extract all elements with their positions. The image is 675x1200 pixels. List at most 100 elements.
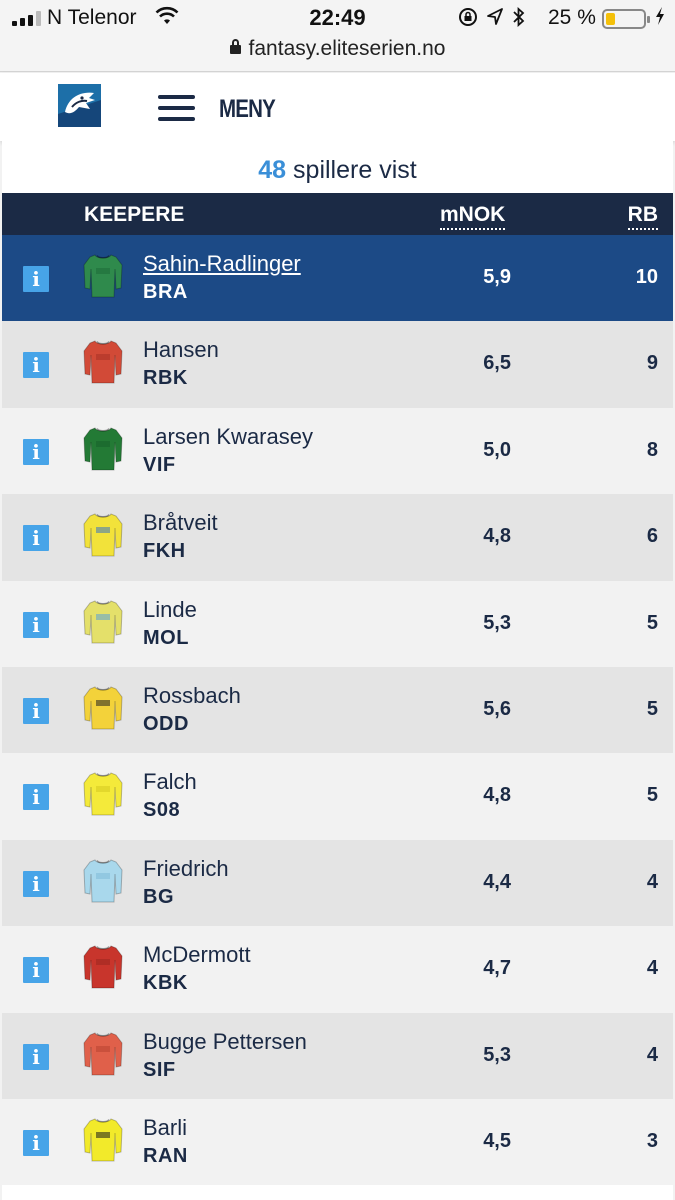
info-icon[interactable]: i (23, 870, 49, 897)
wifi-icon (155, 6, 179, 32)
location-icon (486, 7, 504, 33)
player-price: 5,6 (483, 697, 511, 720)
player-row[interactable]: i Friedrich BG 4,4 4 (2, 839, 673, 927)
goalkeeper-shirt-icon (81, 770, 125, 818)
hamburger-menu-icon[interactable] (158, 95, 195, 121)
player-price: 5,3 (483, 1043, 511, 1066)
player-row[interactable]: i Linde MOL 5,3 5 (2, 580, 673, 667)
carrier-name: N Telenor (47, 6, 137, 29)
player-row[interactable]: i Bråtveit FKH 4,8 6 (2, 494, 673, 581)
goalkeeper-shirt-icon (81, 425, 125, 473)
goalkeeper-shirt-icon (81, 1030, 125, 1078)
player-price: 4,4 (483, 870, 511, 893)
player-points: 5 (646, 784, 658, 807)
player-points: 6 (646, 525, 658, 548)
lock-icon (229, 39, 241, 54)
position-header: KEEPERE (84, 203, 185, 226)
info-icon[interactable]: i (23, 525, 49, 552)
menu-button[interactable]: MENY (219, 95, 276, 123)
player-team: SIF (143, 1058, 176, 1081)
player-name[interactable]: Hansen (143, 337, 219, 363)
status-bar: N Telenor 22:49 25 % (0, 0, 675, 36)
player-name[interactable]: Sahin-Radlinger (143, 251, 301, 276)
player-name[interactable]: Barli (143, 1114, 188, 1140)
player-price: 4,7 (483, 957, 511, 980)
player-price: 6,5 (483, 352, 511, 375)
player-points: 5 (646, 611, 658, 634)
player-row[interactable]: i Barli RAN 4,5 3 (2, 1098, 673, 1186)
player-team: ODD (143, 712, 189, 735)
player-name[interactable]: Larsen Kwarasey (143, 423, 313, 449)
info-icon[interactable]: i (23, 1043, 49, 1070)
player-name[interactable]: Bråtveit (143, 510, 218, 536)
goalkeeper-shirt-icon (81, 684, 125, 732)
player-price: 4,8 (483, 784, 511, 807)
goalkeeper-shirt-icon (81, 1116, 125, 1164)
player-team: MOL (143, 626, 189, 649)
goalkeeper-shirt-icon (81, 511, 125, 559)
player-count-label: spillere vist (293, 156, 417, 184)
info-icon[interactable]: i (23, 611, 49, 638)
eliteserien-logo[interactable] (58, 84, 101, 127)
player-team: BG (143, 885, 174, 908)
player-points: 5 (646, 697, 658, 720)
player-points: 4 (646, 957, 658, 980)
player-team: RAN (143, 1144, 188, 1167)
player-team: VIF (143, 453, 176, 476)
orientation-lock-icon (458, 7, 478, 33)
info-icon[interactable]: i (23, 957, 49, 984)
player-price: 4,8 (483, 525, 511, 548)
player-team: BRA (143, 281, 188, 303)
player-list-panel: 48 spillere vist KEEPERE mNOK RB i Sahin… (2, 141, 673, 1200)
site-header: MENY (0, 73, 675, 141)
player-name[interactable]: Friedrich (143, 855, 229, 881)
player-points: 4 (646, 1043, 658, 1066)
info-icon[interactable]: i (23, 266, 49, 292)
info-icon[interactable]: i (23, 784, 49, 811)
battery-percentage: 25 % (548, 6, 596, 29)
goalkeeper-shirt-icon (81, 252, 125, 300)
player-row[interactable]: i Hansen RBK 6,5 9 (2, 321, 673, 408)
info-icon[interactable]: i (23, 352, 49, 379)
player-points: 8 (646, 438, 658, 461)
player-price: 5,9 (483, 266, 511, 288)
battery-icon (602, 9, 650, 29)
player-team: KBK (143, 972, 188, 995)
player-name[interactable]: Rossbach (143, 682, 241, 708)
points-column-header[interactable]: RB (627, 203, 658, 230)
player-name[interactable]: Linde (143, 596, 197, 622)
info-icon[interactable]: i (23, 697, 49, 724)
player-row[interactable]: i Bugge Pettersen SIF 5,3 4 (2, 1012, 673, 1099)
table-header: KEEPERE mNOK RB (2, 193, 673, 235)
goalkeeper-shirt-icon (81, 943, 125, 991)
player-name[interactable]: Falch (143, 769, 197, 795)
signal-strength-icon (12, 11, 41, 26)
player-name[interactable]: McDermott (143, 942, 251, 968)
player-team: S08 (143, 799, 181, 822)
players-shown-count: 48 spillere vist (2, 141, 673, 193)
info-icon[interactable]: i (23, 1129, 49, 1156)
player-points: 10 (635, 266, 658, 288)
goalkeeper-shirt-icon (81, 338, 125, 386)
goalkeeper-shirt-icon (81, 857, 125, 905)
player-team: RBK (143, 367, 188, 390)
player-row[interactable]: i Falch S08 4,8 5 (2, 753, 673, 840)
player-row[interactable]: i McDermott KBK 4,7 4 (2, 926, 673, 1013)
player-count: 48 (258, 156, 287, 184)
player-team: FKH (143, 540, 186, 563)
player-name[interactable]: Bugge Pettersen (143, 1028, 307, 1054)
info-icon[interactable]: i (23, 438, 49, 465)
player-price: 4,5 (483, 1129, 511, 1152)
clock: 22:49 (309, 5, 366, 30)
charging-icon (654, 6, 666, 31)
price-column-header[interactable]: mNOK (440, 203, 506, 230)
player-row[interactable]: i Sahin-Radlinger BRA 5,9 10 (2, 235, 673, 322)
player-row[interactable]: i Rossbach ODD 5,6 5 (2, 666, 673, 754)
player-rows: i Sahin-Radlinger BRA 5,9 10 i Hansen RB… (2, 235, 673, 1186)
player-price: 5,3 (483, 611, 511, 634)
player-points: 3 (646, 1129, 658, 1152)
url-text: fantasy.eliteserien.no (248, 37, 446, 60)
address-bar[interactable]: fantasy.eliteserien.no (0, 36, 675, 72)
player-price: 5,0 (483, 438, 511, 461)
player-row[interactable]: i Larsen Kwarasey VIF 5,0 8 (2, 407, 673, 495)
